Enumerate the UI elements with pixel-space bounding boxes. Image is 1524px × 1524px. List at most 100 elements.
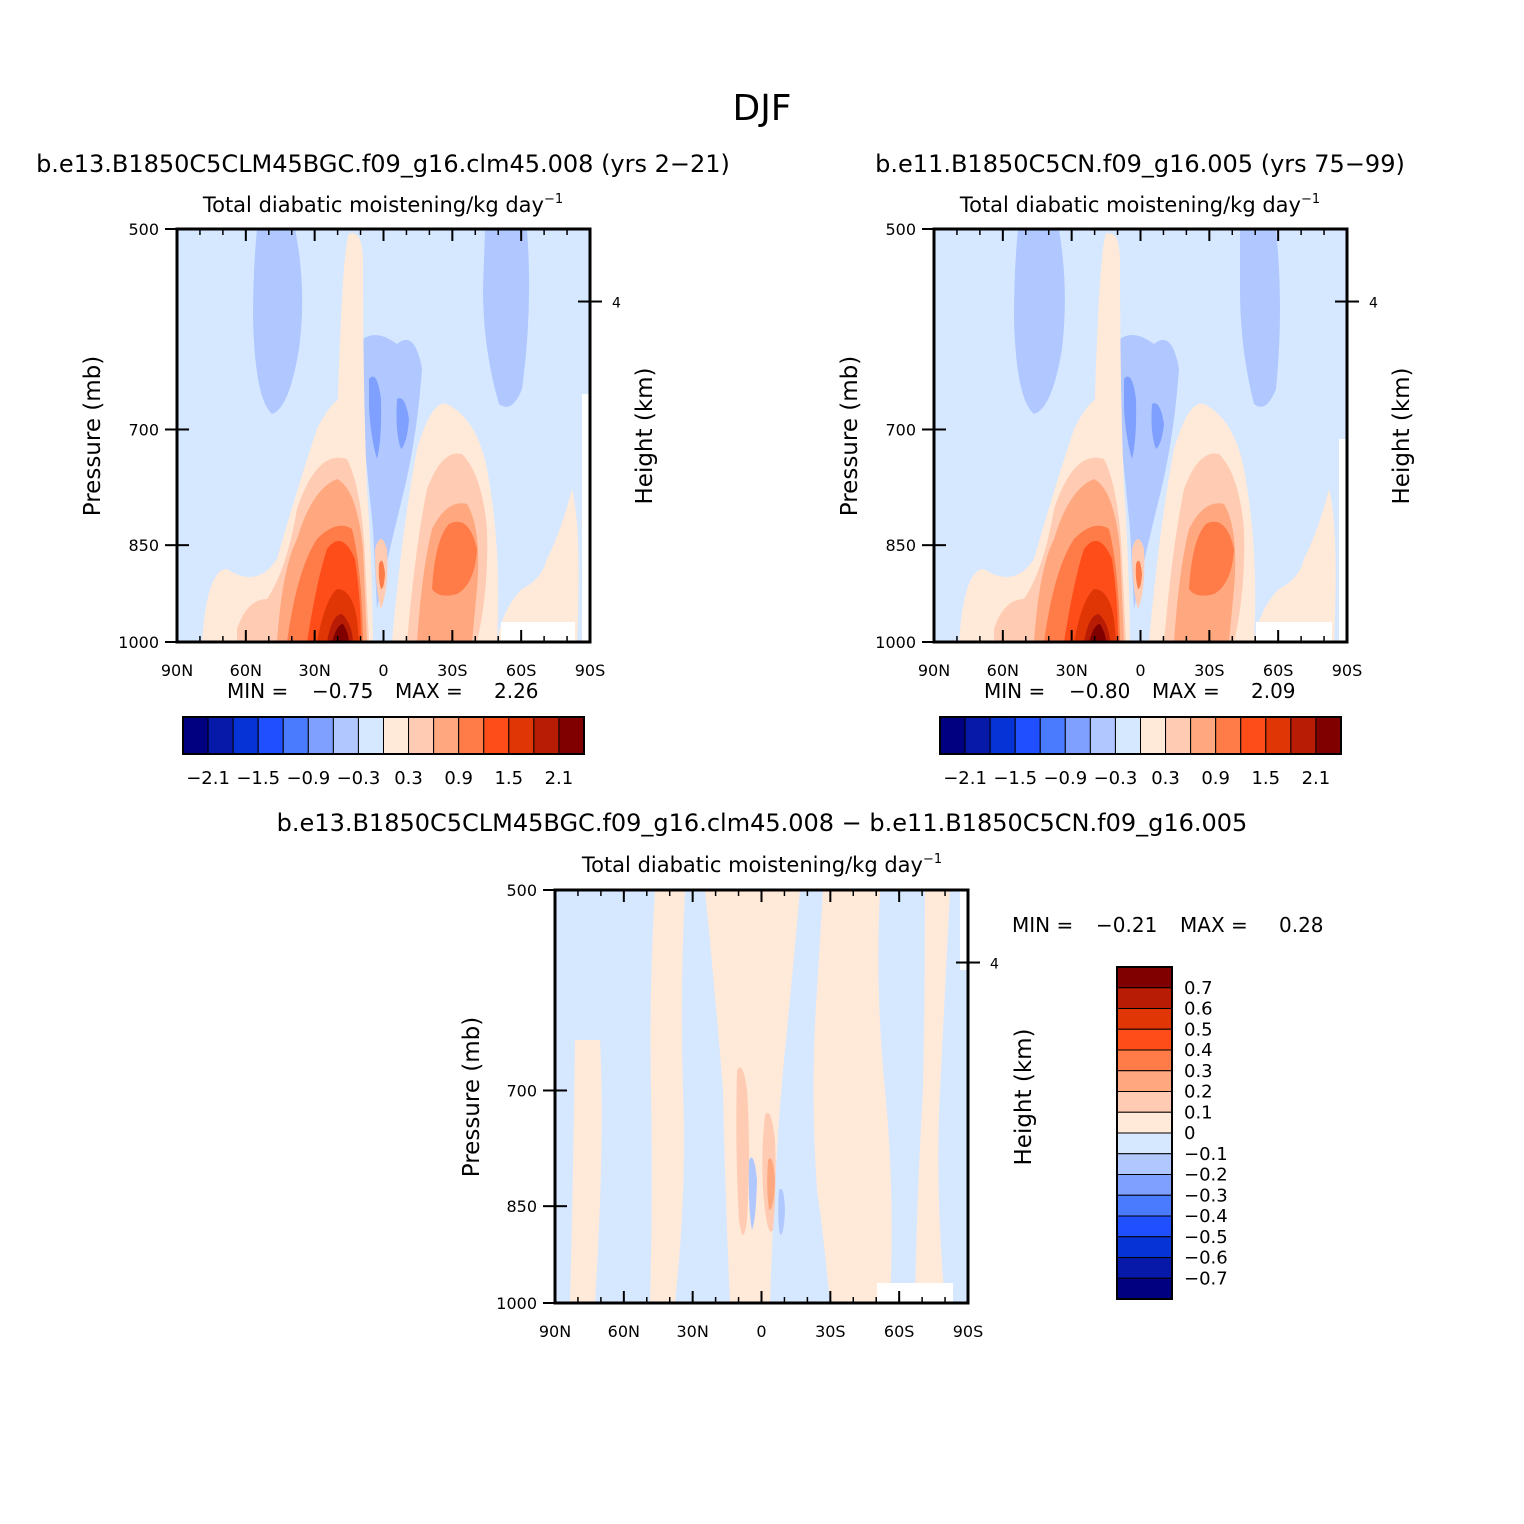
p2-xtick-label: 90N (918, 661, 950, 680)
panel-3-colorbar-box (1116, 1277, 1173, 1300)
panel-3-colorbar-box (1116, 1257, 1173, 1279)
p1-colorbar-box (408, 716, 435, 755)
p2-y2tick-label: 4 (1369, 296, 1378, 312)
p3-xtick-label: 60S (884, 1322, 915, 1341)
p1-xtick-label: 60N (230, 661, 262, 680)
panel-1-subtitle: Total diabatic moistening/kg day−1 (202, 192, 563, 217)
panel-3-colorbar-label: 0.7 (1184, 978, 1213, 999)
p2-colorbar-box (1014, 716, 1041, 755)
p1-colorbar-box (483, 716, 510, 755)
p2-colorbar-label: −0.9 (1043, 768, 1087, 789)
p3-ytick-label: 850 (506, 1197, 537, 1216)
p1-colorbar-box (383, 716, 410, 755)
p1-colorbar-label: 0.3 (394, 768, 423, 789)
panel-3-colorbar-box (1116, 1215, 1173, 1238)
panel-2: b.e11.B1850C5CN.f09_g16.005 (yrs 75−99) … (837, 150, 1415, 789)
panel-3-colorbar-label: 0.6 (1184, 999, 1213, 1020)
p2-ytick-label: 500 (885, 220, 916, 239)
panel-3-title: b.e13.B1850C5CLM45BGC.f09_g16.clm45.008 … (277, 809, 1248, 837)
p3-xtick-label: 90N (539, 1322, 571, 1341)
p2-xtick-label: 90S (1332, 661, 1363, 680)
p3-xtick-label: 90S (953, 1322, 984, 1341)
p2-colorbar-box (989, 716, 1016, 755)
panel-2-subtitle: Total diabatic moistening/kg day−1 (959, 192, 1320, 217)
p2-colorbar-box (939, 716, 966, 755)
p2-xtick-label: 30N (1056, 661, 1088, 680)
p2-ytick-label: 1000 (875, 633, 916, 652)
p1-colorbar-box (433, 716, 460, 755)
panel-3-colorbar-box (1116, 1028, 1173, 1051)
panel-3-y2label: Height (km) (1011, 1028, 1037, 1165)
panel-2-colorbar: −2.1 −1.5 −0.9 −0.3 0.3 0.9 1.5 2.1 (939, 716, 1342, 789)
panel-3-colorbar-label: 0.2 (1184, 1082, 1213, 1103)
panel-3-colorbar-box (1116, 987, 1173, 1009)
p1-colorbar-box (182, 716, 209, 755)
panel-3-subtitle: Total diabatic moistening/kg day−1 (581, 852, 942, 877)
panel-1-min-label: MIN = (227, 679, 288, 703)
p2-colorbar-box (1215, 716, 1242, 755)
panel-1-max-value: 2.26 (494, 679, 539, 703)
panel-2-title: b.e11.B1850C5CN.f09_g16.005 (yrs 75−99) (875, 150, 1405, 178)
panel-3-min-value: −0.21 (1096, 913, 1157, 937)
panel-1-axes: 90N 60N 30N 0 30S 60S 90S 500 700 850 1000 4 (118, 220, 621, 680)
p2-colorbar-box (1140, 716, 1167, 755)
panel-3-colorbar-box (1116, 1132, 1173, 1155)
panel-1-y2label: Height (km) (632, 367, 658, 504)
p1-colorbar-box (282, 716, 309, 755)
panel-2-min-value: −0.80 (1069, 679, 1130, 703)
p2-colorbar-label: 1.5 (1251, 768, 1280, 789)
panel-3-subtitle-text: Total diabatic moistening/kg day (581, 853, 923, 877)
p2-xtick-label: 60S (1263, 661, 1294, 680)
p2-colorbar-label: −0.3 (1094, 768, 1138, 789)
p2-colorbar-box (1039, 716, 1066, 755)
p2-colorbar-box (1064, 716, 1091, 755)
p2-colorbar-label: 0.3 (1151, 768, 1180, 789)
p2-xtick-label: 0 (1135, 661, 1145, 680)
panel-2-y2label: Height (km) (1389, 367, 1415, 504)
p2-colorbar-box (1165, 716, 1192, 755)
panel-3-colorbar-box (1116, 1070, 1173, 1092)
p1-colorbar-label: 0.9 (444, 768, 473, 789)
panel-3-colorbar-label: −0.7 (1184, 1268, 1228, 1289)
p2-colorbar-label: −2.1 (943, 768, 987, 789)
p2-colorbar-box (1190, 716, 1217, 755)
p2-xtick-label: 30S (1194, 661, 1225, 680)
p1-colorbar-box (458, 716, 485, 755)
panel-2-ylabel: Pressure (mb) (837, 356, 863, 516)
p1-y2tick-label: 4 (612, 296, 621, 312)
panel-3-colorbar-box (1116, 1049, 1173, 1072)
panel-2-subtitle-exponent: −1 (1301, 192, 1320, 207)
p1-colorbar-box (533, 716, 560, 755)
p1-xtick-label: 30S (437, 661, 468, 680)
p2-colorbar-box (964, 716, 991, 755)
p3-xtick-label: 30S (815, 1322, 846, 1341)
panel-2-max-label: MAX = (1152, 679, 1220, 703)
panel-2-max-value: 2.09 (1251, 679, 1296, 703)
p1-colorbar-box (332, 716, 359, 755)
panel-3-axes: 90N 60N 30N 0 30S 60S 90S 500 700 850 1000 4 (496, 881, 999, 1341)
p1-colorbar-box (558, 716, 585, 755)
panel-3-colorbar-frame (1116, 966, 1173, 1300)
p3-xtick-label: 30N (677, 1322, 709, 1341)
p1-ytick-label: 700 (128, 420, 159, 439)
panel-1-min-value: −0.75 (312, 679, 373, 703)
p1-colorbar-label: −0.9 (286, 768, 330, 789)
p1-xtick-label: 30N (299, 661, 331, 680)
panel-3-colorbar-label: −0.1 (1184, 1144, 1228, 1165)
panel-3-max-label: MAX = (1180, 913, 1248, 937)
p1-colorbar-box (257, 716, 284, 755)
panel-1-max-label: MAX = (395, 679, 463, 703)
p3-ytick-label: 500 (506, 881, 537, 900)
panel-3-colorbar-label: −0.3 (1184, 1185, 1228, 1206)
p1-xtick-label: 0 (378, 661, 388, 680)
panel-1: b.e13.B1850C5CLM45BGC.f09_g16.clm45.008 … (36, 150, 730, 789)
p1-colorbar-box (357, 716, 384, 755)
p2-ytick-label: 850 (885, 536, 916, 555)
p1-colorbar-frame (182, 716, 585, 755)
panel-3-colorbar-label: −0.5 (1184, 1227, 1228, 1248)
p2-colorbar-box (1290, 716, 1317, 755)
panel-3-colorbar-label: −0.2 (1184, 1165, 1228, 1186)
panel-3-subtitle-exponent: −1 (923, 852, 942, 867)
p2-colorbar-label: −1.5 (993, 768, 1037, 789)
